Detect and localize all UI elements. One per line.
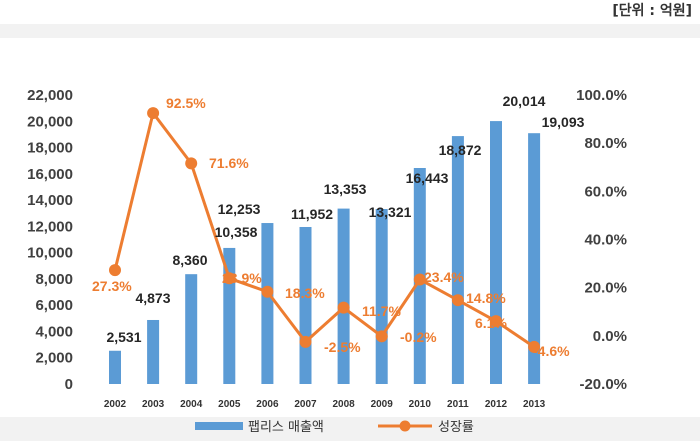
y-left-tick-label: 8,000: [35, 271, 73, 288]
growth-value-label: -0.2%: [400, 329, 437, 345]
y-left-tick-label: 12,000: [27, 218, 73, 235]
growth-point-2006: [261, 285, 274, 298]
y-right-tick-label: 20.0%: [584, 280, 627, 297]
x-tick-label: 2002: [104, 399, 127, 410]
bar-2004: [185, 274, 198, 384]
growth-point-2007: [299, 335, 312, 348]
growth-point-2010: [413, 273, 426, 286]
unit-label: [단위 : 억원]: [612, 3, 692, 19]
growth-value-label: 14.8%: [466, 290, 506, 306]
growth-value-label: 6.1%: [475, 315, 507, 331]
growth-point-2013: [528, 340, 541, 353]
y-right-tick-label: 100.0%: [576, 87, 627, 104]
growth-point-2008: [337, 301, 350, 314]
growth-point-2005: [223, 272, 236, 285]
bar-2008: [337, 208, 350, 384]
legend-bar-swatch: [195, 422, 243, 430]
legend-line-label: 성장률: [438, 420, 474, 435]
x-tick-label: 2009: [371, 399, 394, 410]
growth-value-label: 18.3%: [285, 285, 325, 301]
x-tick-label: 2012: [485, 399, 508, 410]
bar-value-label: 11,952: [291, 206, 333, 222]
y-left-tick-label: 10,000: [27, 245, 73, 262]
bar-value-label: 20,014: [503, 93, 546, 109]
growth-rate-line: [113, 111, 535, 349]
growth-point-2002: [109, 264, 121, 277]
y-left-tick-label: 16,000: [27, 166, 73, 183]
x-tick-label: 2004: [180, 399, 203, 410]
growth-value-label: 23.4%: [424, 269, 464, 285]
legend-bar-label: 팹리스 매출액: [248, 420, 324, 435]
growth-point-2004: [185, 157, 198, 170]
bar-value-label: 10,358: [215, 224, 258, 240]
x-tick-label: 2011: [447, 399, 469, 410]
bar-2002: [109, 350, 121, 384]
x-tick-label: 2013: [523, 399, 546, 410]
bar-2013: [528, 133, 541, 384]
growth-point-2012: [490, 315, 502, 328]
x-tick-label: 2003: [142, 399, 165, 410]
growth-point-2009: [375, 330, 388, 343]
bar-value-label: 13,353: [324, 181, 367, 197]
x-tick-label: 2005: [218, 399, 241, 410]
bar-2003: [147, 319, 160, 384]
y-right-tick-label: 0.0%: [593, 328, 627, 345]
x-tick-label: 2007: [294, 399, 317, 410]
y-right-tick-label: 60.0%: [584, 183, 627, 200]
y-left-tick-label: 22,000: [27, 87, 73, 104]
bar-2006: [261, 223, 274, 384]
growth-value-label: 11.7%: [362, 303, 401, 319]
y-right-tick-label: 40.0%: [584, 232, 627, 249]
bar-value-label: 2,531: [106, 329, 141, 345]
x-tick-label: 2008: [332, 399, 355, 410]
x-tick-label: 2006: [256, 399, 279, 410]
bar-2011: [451, 136, 464, 384]
growth-value-label: -2.5%: [324, 339, 361, 355]
y-right-tick-label: 80.0%: [584, 135, 627, 152]
y-left-tick-label: 18,000: [27, 140, 73, 157]
bar-value-label: 19,093: [542, 114, 585, 130]
growth-value-label: 27.3%: [92, 278, 132, 294]
y-left-tick-label: 4,000: [35, 323, 73, 340]
y-right-tick-label: -20.0%: [579, 376, 627, 393]
growth-point-2003: [147, 107, 160, 120]
y-left-tick-label: 14,000: [27, 192, 73, 209]
growth-value-label: -4.6%: [533, 343, 570, 359]
x-tick-label: 2010: [409, 399, 432, 410]
growth-value-label: 23.9%: [222, 270, 262, 286]
bar-2007: [299, 226, 312, 384]
bar-value-label: 18,872: [439, 142, 482, 158]
growth-value-label: 92.5%: [166, 95, 206, 111]
bar-value-label: 13,321: [369, 204, 412, 220]
bar-2009: [375, 209, 388, 384]
bar-value-label: 12,253: [218, 201, 261, 217]
bar-value-label: 4,873: [135, 290, 170, 306]
bar-value-label: 16,443: [406, 170, 449, 186]
y-left-tick-label: 0: [65, 376, 73, 393]
growth-value-label: 71.6%: [209, 155, 249, 171]
bar-2012: [490, 121, 502, 385]
y-left-tick-label: 20,000: [27, 113, 73, 130]
y-left-tick-label: 6,000: [35, 297, 73, 314]
bar-value-label: 8,360: [172, 252, 207, 268]
legend-line-marker: [399, 420, 411, 432]
y-left-tick-label: 2,000: [35, 350, 73, 367]
growth-point-2011: [451, 294, 464, 307]
